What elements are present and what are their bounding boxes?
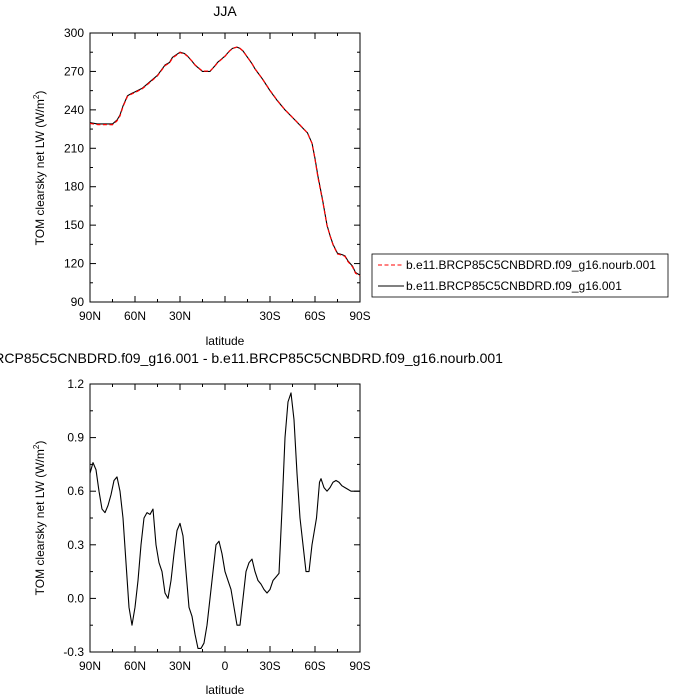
bottom-series-line-0 <box>89 392 360 649</box>
bottom-chart-panel: b.e11.BRCP85C5CNBDRD.f09_g16.001 - b.e11… <box>0 350 503 697</box>
top-y-tick-label: 120 <box>64 257 84 271</box>
top-y-tick-label: 270 <box>64 64 84 78</box>
top-y-axis-label-sup: 2 <box>32 94 41 99</box>
bottom-y-axis-label-sup: 2 <box>32 444 41 449</box>
top-x-tick-label: 90S <box>349 309 370 323</box>
bottom-x-tick-label: 90N <box>79 659 101 673</box>
bottom-y-tick-label: 0.6 <box>67 484 84 498</box>
bottom-y-axis-label-end: ) <box>33 441 47 445</box>
legend-entry-nourb: b.e11.BRCP85C5CNBDRD.f09_g16.nourb.001 <box>406 258 656 272</box>
top-axis-ticks: 90N 60N 30N 30S 60S 90S 90 120 150 180 210 240 270 30… <box>64 26 371 323</box>
bottom-x-tick-label: 60S <box>304 659 325 673</box>
top-y-tick-label: 90 <box>71 295 85 309</box>
top-x-tick-label: 30S <box>259 309 280 323</box>
top-x-axis-label: latitude <box>206 334 245 348</box>
top-x-tick-label: 30N <box>169 309 191 323</box>
bottom-y-tick-label: -0.3 <box>63 645 84 659</box>
bottom-series-group <box>89 392 360 649</box>
bottom-y-tick-label: 0.0 <box>67 591 84 605</box>
top-y-tick-label: 240 <box>64 103 84 117</box>
top-y-axis-label-end: ) <box>33 91 47 95</box>
top-series-group <box>89 46 361 277</box>
top-y-tick-label: 300 <box>64 26 84 40</box>
top-series-line-0 <box>89 46 361 276</box>
bottom-axis-ticks: 90N 60N 30N 0 30S 60S 90S -0.3 0.0 0.3 0.6 0.9 1.2 <box>63 377 370 673</box>
top-y-axis-label-main: TOM clearsky net LW (W/m <box>33 99 47 245</box>
bottom-x-axis-label: latitude <box>206 683 245 697</box>
bottom-x-tick-label: 60N <box>124 659 146 673</box>
top-x-tick-label: 60S <box>304 309 325 323</box>
top-chart-title: JJA <box>213 3 237 19</box>
top-y-tick-label: 180 <box>64 180 84 194</box>
top-plot-frame <box>89 32 361 303</box>
bottom-x-tick-label: 30S <box>259 659 280 673</box>
legend-entry-control: b.e11.BRCP85C5CNBDRD.f09_g16.001 <box>406 279 622 293</box>
bottom-y-axis-label-main: TOM clearsky net LW (W/m <box>33 449 47 595</box>
legend-box <box>371 253 669 298</box>
bottom-plot-frame <box>89 383 361 653</box>
top-x-tick-label: 60N <box>124 309 146 323</box>
bottom-y-tick-label: 0.3 <box>67 538 84 552</box>
top-y-tick-label: 150 <box>64 218 84 232</box>
legend: b.e11.BRCP85C5CNBDRD.f09_g16.nourb.001 b… <box>371 253 669 298</box>
bottom-x-tick-label: 0 <box>222 659 229 673</box>
bottom-y-tick-label: 0.9 <box>67 431 84 445</box>
bottom-chart-title: b.e11.BRCP85C5CNBDRD.f09_g16.001 - b.e11… <box>0 350 503 366</box>
top-x-tick-label: 90N <box>79 309 101 323</box>
top-y-tick-label: 210 <box>64 141 84 155</box>
bottom-x-tick-label: 30N <box>169 659 191 673</box>
bottom-y-axis-label: TOM clearsky net LW (W/m2) <box>32 441 47 596</box>
bottom-x-tick-label: 90S <box>349 659 370 673</box>
top-chart-panel: JJA 90N 60N 30N 30S 60S 90S 90 120 150 180 210 240 2… <box>32 3 669 348</box>
bottom-y-tick-label: 1.2 <box>67 377 84 391</box>
top-series-line-1 <box>89 46 361 277</box>
top-y-axis-label: TOM clearsky net LW (W/m2) <box>32 91 47 246</box>
